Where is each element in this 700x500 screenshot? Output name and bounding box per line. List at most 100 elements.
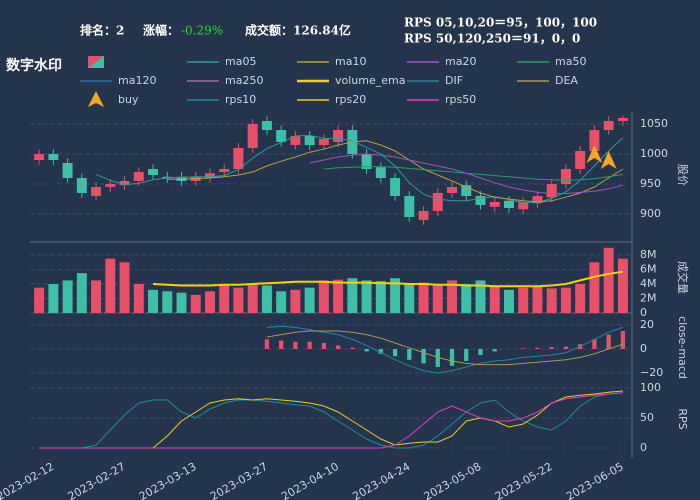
- bar: [204, 291, 215, 313]
- x-tick-label: 2023-02-12: [0, 460, 56, 500]
- y-tick-label: 0: [640, 441, 647, 454]
- bar: [421, 349, 426, 364]
- bar: [378, 349, 383, 354]
- bar: [34, 287, 45, 313]
- candle-body: [290, 136, 301, 145]
- candle-body: [432, 193, 443, 211]
- candle-body: [489, 202, 500, 207]
- bar: [407, 349, 412, 360]
- bar: [62, 280, 73, 313]
- candle-body: [390, 178, 401, 196]
- bar: [148, 289, 159, 313]
- bar: [304, 287, 315, 313]
- bar: [335, 345, 341, 350]
- buy-marker: [600, 151, 617, 169]
- bar: [418, 282, 429, 313]
- bar: [190, 294, 201, 313]
- bar: [492, 349, 497, 352]
- candle-body: [603, 121, 614, 130]
- bar: [563, 346, 569, 350]
- bar: [390, 278, 401, 313]
- series-line: [53, 390, 623, 449]
- bar: [475, 280, 486, 313]
- bar: [546, 288, 557, 313]
- bar: [535, 347, 540, 350]
- legend-label: ma10: [335, 55, 366, 68]
- y-tick-label: 0: [640, 342, 647, 355]
- legend-label: buy: [118, 93, 139, 106]
- y-tick-label: 900: [640, 207, 661, 220]
- y-tick-label: 20: [640, 318, 654, 331]
- series-line: [152, 270, 624, 288]
- legend-label: ma120: [118, 74, 156, 87]
- candle-body: [247, 124, 258, 148]
- candle-body: [204, 173, 215, 178]
- y-tick-label: 6M: [640, 263, 657, 276]
- bar: [404, 284, 415, 313]
- y-tick-label: 8M: [640, 248, 657, 261]
- legend-label: ma20: [445, 55, 476, 68]
- bar: [293, 341, 298, 350]
- bar: [264, 339, 270, 350]
- x-tick-label: 2023-06-05: [564, 460, 626, 500]
- candle-body: [546, 184, 557, 198]
- series-line: [95, 134, 624, 204]
- y-tick-label: 100: [640, 381, 661, 394]
- legend-label: rps20: [335, 93, 366, 106]
- candle-body: [461, 185, 472, 196]
- series-line: [39, 392, 623, 449]
- candle-body: [617, 118, 628, 121]
- bar: [247, 284, 258, 313]
- bar: [592, 339, 597, 350]
- buy-marker: [586, 145, 603, 163]
- bar: [447, 280, 458, 313]
- series-line: [266, 330, 624, 366]
- turnover: 成交额：126.84亿: [245, 23, 351, 38]
- watermark: 数字水印: [6, 57, 62, 74]
- bar: [350, 347, 355, 350]
- bar: [617, 258, 628, 313]
- y-tick-label: 1000: [640, 147, 668, 160]
- bar: [290, 289, 301, 313]
- bar: [478, 349, 483, 356]
- bar: [575, 284, 586, 313]
- bar: [119, 262, 130, 313]
- bar: [603, 247, 614, 313]
- candle-body: [475, 196, 486, 205]
- legend-label: rps50: [445, 93, 476, 106]
- candle-body: [219, 169, 230, 172]
- y-axis-label: RPS: [676, 408, 689, 429]
- bar: [392, 349, 398, 357]
- y-axis-label: 成交量: [676, 261, 690, 294]
- candle-body: [375, 167, 386, 178]
- bar: [589, 262, 600, 313]
- candle-body: [333, 130, 344, 142]
- bar: [521, 348, 526, 350]
- candle-body: [503, 200, 514, 208]
- candle-body: [105, 184, 116, 187]
- bar: [461, 284, 472, 313]
- bar: [432, 285, 443, 313]
- candle-body: [518, 202, 529, 210]
- legend-label: ma50: [555, 55, 586, 68]
- candle-body: [34, 154, 45, 160]
- x-tick-label: 2023-02-27: [66, 460, 128, 500]
- bar: [347, 278, 358, 313]
- bar: [449, 349, 455, 366]
- y-tick-label: 1050: [640, 117, 668, 130]
- bar: [76, 273, 87, 313]
- bar: [560, 287, 571, 313]
- y-axis-label: close-macd: [676, 316, 689, 379]
- candle-body: [62, 163, 73, 178]
- bar: [307, 341, 312, 350]
- candle-body: [133, 172, 144, 181]
- candle-body: [119, 181, 130, 186]
- legend-icon: [88, 91, 104, 107]
- legend-label: ma05: [225, 55, 256, 68]
- bar: [364, 349, 369, 352]
- bar: [620, 330, 626, 350]
- candle-body: [76, 178, 87, 193]
- series-line: [167, 140, 624, 203]
- bar: [279, 340, 284, 350]
